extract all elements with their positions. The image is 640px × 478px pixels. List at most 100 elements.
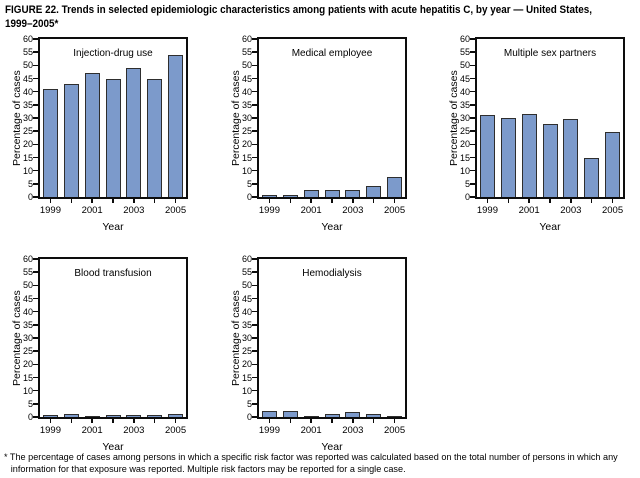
chart-title: Injection-drug use: [73, 48, 153, 59]
y-tick-label: 10: [459, 165, 470, 176]
y-tick-mark: [252, 90, 257, 93]
y-tick-mark: [252, 143, 257, 146]
y-tick-mark: [252, 389, 257, 392]
y-tick-label: 25: [22, 126, 33, 137]
bar-1999: [42, 89, 58, 197]
bar-1999: [261, 194, 277, 197]
y-tick-label: 20: [22, 139, 33, 150]
y-tick-label: 30: [22, 113, 33, 123]
y-tick-mark: [33, 38, 38, 40]
x-tick-mark: [49, 199, 52, 203]
y-tick-mark: [33, 258, 38, 260]
bar-2003: [345, 411, 361, 417]
y-tick-mark: [33, 90, 38, 93]
x-tick-mark: [372, 199, 375, 203]
y-tick-label: 20: [241, 139, 252, 150]
y-tick-mark: [33, 51, 38, 53]
chart-medical-employee: Percentage of cases 0 5 10 15 20 25 30 35 40 45 50 5…: [229, 31, 429, 241]
y-tick-label: 35: [22, 99, 33, 110]
x-tick-mark: [393, 199, 396, 203]
y-tick-label: 55: [241, 47, 252, 58]
plot-area: Injection-drug use: [38, 37, 188, 199]
y-tick-label: 55: [241, 267, 252, 278]
y-tick-mark: [252, 196, 257, 198]
y-tick-mark: [470, 156, 475, 159]
y-tick-mark: [252, 324, 257, 326]
y-tick-mark: [33, 196, 38, 198]
x-tick-mark: [331, 419, 333, 423]
y-tick-mark: [33, 169, 38, 172]
y-tick-mark: [33, 104, 38, 106]
y-tick-label: 20: [241, 359, 252, 370]
bar-2005: [168, 413, 184, 417]
y-tick-label: 35: [22, 319, 33, 330]
y-tick-label: 25: [241, 346, 252, 357]
y-tick-label: 30: [241, 113, 252, 123]
x-tick-mark: [268, 199, 271, 203]
y-tick-mark: [252, 156, 257, 159]
x-tick-mark: [133, 199, 135, 203]
y-tick-label: 50: [22, 280, 33, 291]
x-tick-mark: [549, 199, 551, 203]
chart-title: Multiple sex partners: [503, 48, 597, 59]
x-tick-label: 2003: [123, 425, 145, 436]
x-tick-mark: [112, 419, 114, 423]
x-tick-mark: [70, 419, 73, 423]
y-tick-mark: [252, 297, 257, 300]
y-tick-label: 25: [459, 126, 470, 137]
y-tick-label: 25: [22, 346, 33, 357]
y-tick-mark: [33, 143, 38, 146]
y-tick-mark: [470, 104, 475, 106]
y-tick-label: 15: [241, 152, 252, 163]
y-tick-label: 5: [246, 178, 252, 189]
bar-2005: [168, 54, 184, 197]
y-tick-mark: [252, 77, 257, 80]
y-tick-mark: [33, 271, 38, 273]
y-tick-label: 30: [22, 333, 33, 343]
y-tick-label: 35: [459, 99, 470, 110]
bar-2000: [282, 194, 298, 197]
bar-1999: [261, 410, 277, 417]
y-tick-mark: [470, 51, 475, 53]
x-tick-label: 2001: [81, 425, 103, 436]
y-tick-label: 10: [241, 385, 252, 396]
y-tick-label: 15: [241, 372, 252, 383]
y-tick-label: 60: [241, 34, 252, 44]
y-tick-label: 40: [241, 86, 252, 97]
x-tick-mark: [153, 199, 156, 203]
bar-2004: [584, 157, 600, 197]
x-tick-label: 2003: [123, 205, 145, 216]
y-tick-label: 60: [22, 34, 33, 44]
y-tick-label: 45: [241, 293, 252, 304]
x-tick-label: 2001: [300, 205, 322, 216]
bar-2002: [542, 124, 558, 197]
y-tick-label: 45: [22, 293, 33, 304]
x-axis-label: Year: [102, 441, 124, 453]
x-tick-mark: [174, 419, 177, 423]
x-axis-label: Year: [102, 221, 124, 233]
y-tick-label: 30: [459, 113, 470, 123]
y-tick-label: 15: [459, 152, 470, 163]
y-tick-label: 15: [22, 152, 33, 163]
bar-2001: [521, 113, 537, 197]
x-tick-mark: [507, 199, 510, 203]
x-tick-mark: [133, 419, 135, 423]
x-tick-mark: [611, 199, 614, 203]
y-tick-label: 5: [464, 178, 470, 189]
bar-2005: [387, 415, 403, 417]
y-tick-mark: [252, 337, 257, 339]
y-tick-label: 55: [22, 267, 33, 278]
y-tick-label: 45: [22, 73, 33, 84]
bar-2000: [63, 414, 79, 417]
y-tick-label: 40: [22, 306, 33, 317]
x-tick-mark: [486, 199, 489, 203]
bar-2004: [147, 414, 163, 417]
x-tick-mark: [91, 199, 93, 203]
y-tick-mark: [252, 51, 257, 53]
x-tick-label: 2005: [164, 205, 187, 216]
y-tick-label: 0: [246, 192, 252, 202]
y-tick-mark: [33, 117, 38, 119]
y-tick-mark: [33, 337, 38, 339]
x-tick-mark: [590, 199, 593, 203]
x-tick-label: 1999: [39, 205, 61, 216]
